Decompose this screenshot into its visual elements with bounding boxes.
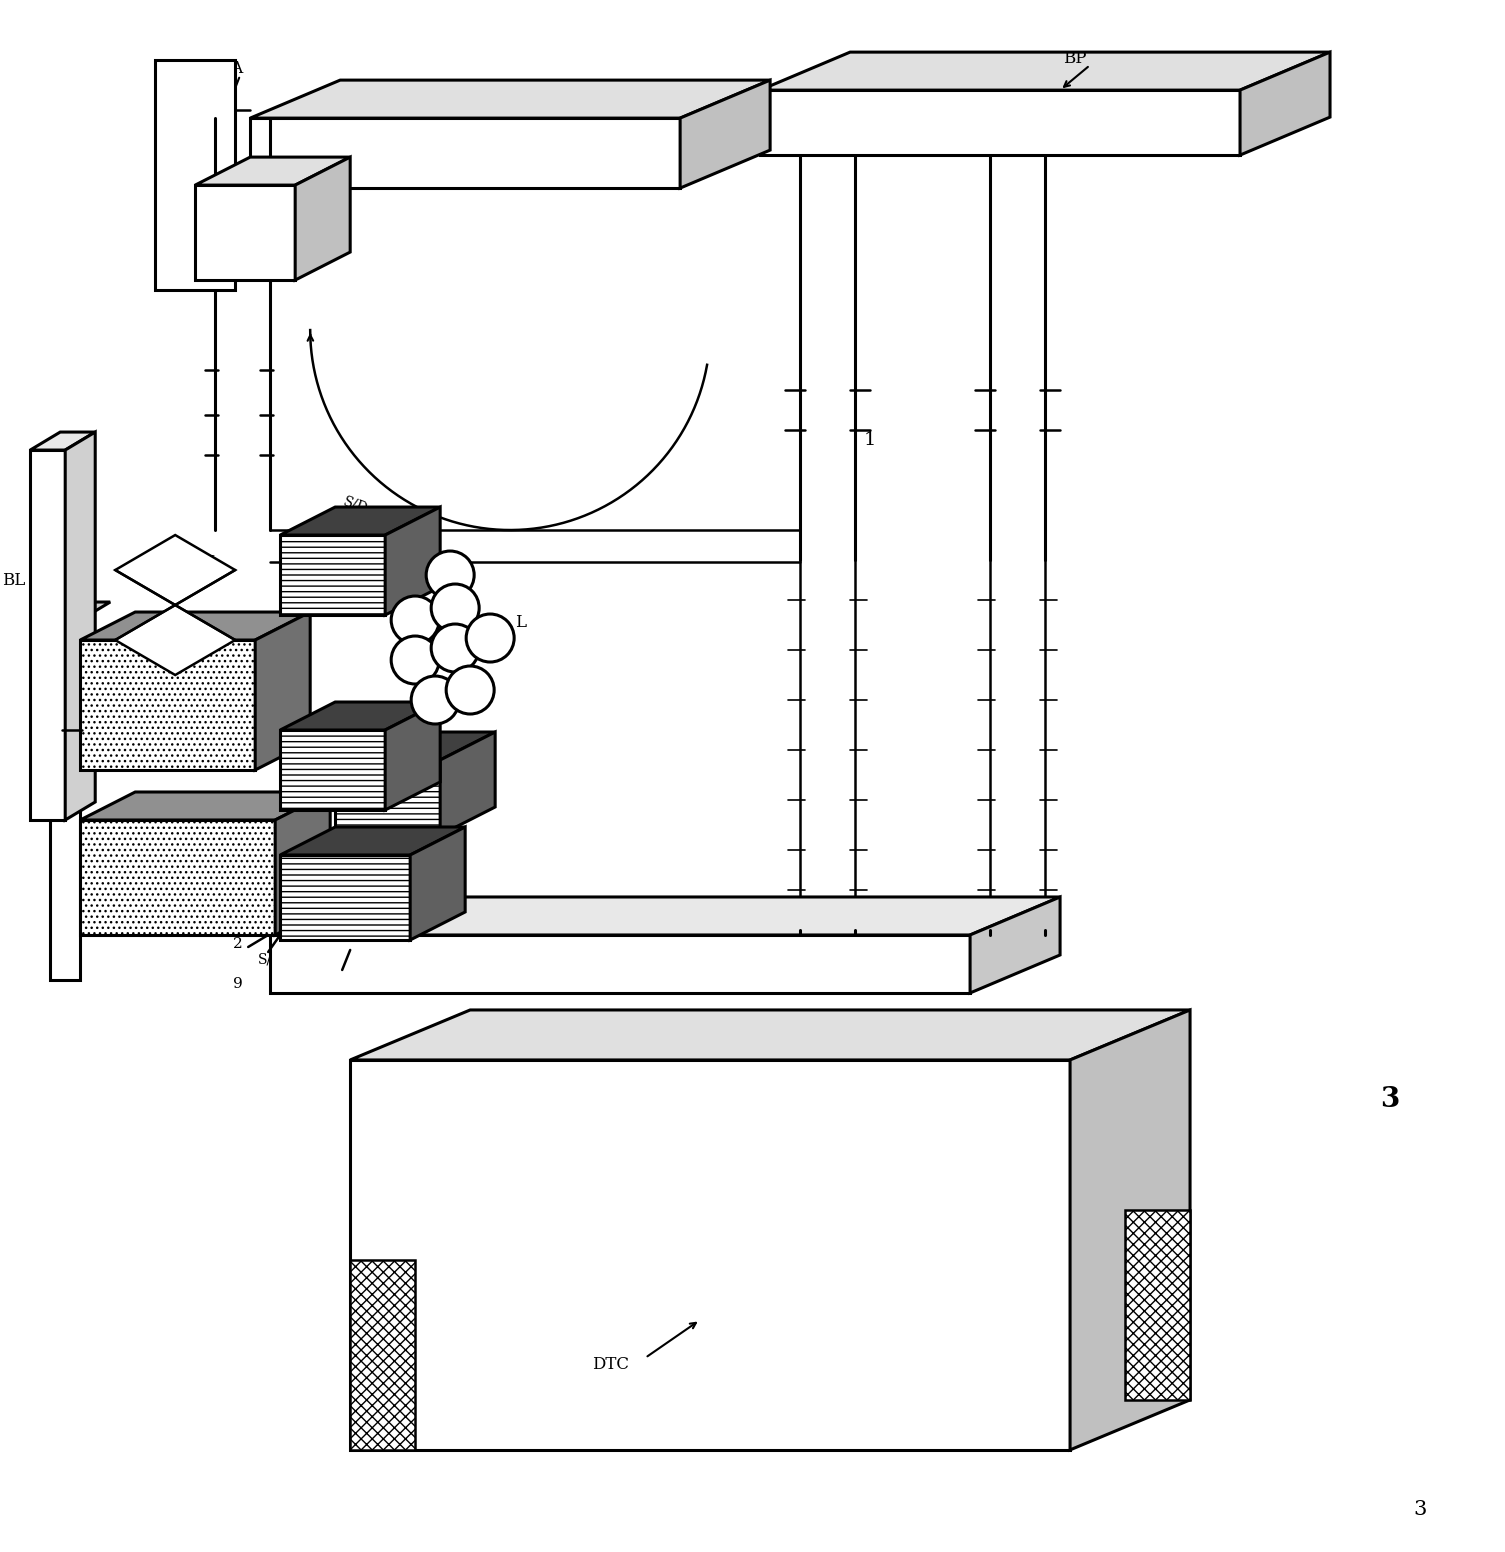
Text: +: + <box>427 691 444 709</box>
Polygon shape <box>280 535 385 615</box>
Polygon shape <box>196 157 351 185</box>
Text: +: + <box>406 650 423 669</box>
Polygon shape <box>116 605 235 675</box>
Polygon shape <box>439 733 495 835</box>
Circle shape <box>445 666 494 714</box>
Polygon shape <box>116 535 235 605</box>
Text: S/D: S/D <box>257 953 283 967</box>
Text: p+: p+ <box>233 227 257 244</box>
Text: BLK: BLK <box>185 556 215 570</box>
Text: +: + <box>442 566 459 584</box>
Polygon shape <box>1240 53 1330 155</box>
Circle shape <box>430 624 479 672</box>
Polygon shape <box>336 760 439 835</box>
Polygon shape <box>80 611 310 639</box>
Polygon shape <box>250 118 680 188</box>
Text: CG: CG <box>155 698 181 712</box>
Polygon shape <box>271 897 1060 934</box>
Text: BL: BL <box>2 571 26 588</box>
Text: DTC: DTC <box>591 1356 629 1374</box>
Polygon shape <box>295 157 351 279</box>
Circle shape <box>467 615 515 663</box>
Text: 7: 7 <box>555 1041 566 1058</box>
Polygon shape <box>351 1260 415 1450</box>
Circle shape <box>391 636 439 684</box>
Polygon shape <box>155 61 235 290</box>
Text: 1: 1 <box>864 431 876 449</box>
Text: L: L <box>515 613 525 630</box>
Polygon shape <box>280 827 465 855</box>
Polygon shape <box>30 431 95 450</box>
Text: PCG: PCG <box>141 871 179 885</box>
Text: STI: STI <box>366 166 394 183</box>
Text: BP: BP <box>1064 50 1087 67</box>
Text: +: + <box>406 611 423 629</box>
Polygon shape <box>1070 1010 1190 1450</box>
Text: +: + <box>447 639 464 656</box>
Polygon shape <box>256 611 310 770</box>
Polygon shape <box>411 827 465 941</box>
Polygon shape <box>65 431 95 819</box>
Polygon shape <box>351 1060 1070 1450</box>
Circle shape <box>426 551 474 599</box>
Polygon shape <box>336 733 495 760</box>
Text: +: + <box>482 629 498 647</box>
Text: 3: 3 <box>47 722 59 739</box>
Polygon shape <box>80 819 275 934</box>
Polygon shape <box>280 508 439 535</box>
Circle shape <box>430 584 479 632</box>
Text: WA: WA <box>217 59 244 76</box>
Polygon shape <box>351 1010 1190 1060</box>
Polygon shape <box>80 639 256 770</box>
Text: 3: 3 <box>1380 1086 1400 1113</box>
Polygon shape <box>30 450 65 819</box>
Text: 8: 8 <box>337 972 348 986</box>
Text: 3: 3 <box>1413 1501 1427 1519</box>
Text: n+: n+ <box>306 760 325 774</box>
Polygon shape <box>1126 1211 1190 1400</box>
Polygon shape <box>196 185 295 279</box>
Circle shape <box>391 596 439 644</box>
Polygon shape <box>280 729 385 810</box>
Text: n+: n+ <box>306 563 325 577</box>
Polygon shape <box>385 702 439 810</box>
Polygon shape <box>80 792 330 819</box>
Polygon shape <box>760 53 1330 90</box>
Text: +: + <box>462 681 479 698</box>
Text: n+: n+ <box>306 888 325 902</box>
Circle shape <box>411 677 459 725</box>
Polygon shape <box>760 90 1240 155</box>
Polygon shape <box>280 702 439 729</box>
Text: 2: 2 <box>233 937 244 951</box>
Polygon shape <box>971 897 1060 993</box>
Polygon shape <box>680 81 771 188</box>
Text: S/D: S/D <box>342 494 369 515</box>
Text: n+: n+ <box>360 788 381 802</box>
Text: 9: 9 <box>233 976 244 992</box>
Polygon shape <box>250 81 771 118</box>
Polygon shape <box>385 508 439 615</box>
Polygon shape <box>275 792 330 934</box>
Polygon shape <box>271 934 971 993</box>
Text: CG: CG <box>147 698 173 712</box>
Polygon shape <box>50 621 80 979</box>
Polygon shape <box>50 602 110 621</box>
Text: +: + <box>447 599 464 618</box>
Polygon shape <box>280 855 411 941</box>
